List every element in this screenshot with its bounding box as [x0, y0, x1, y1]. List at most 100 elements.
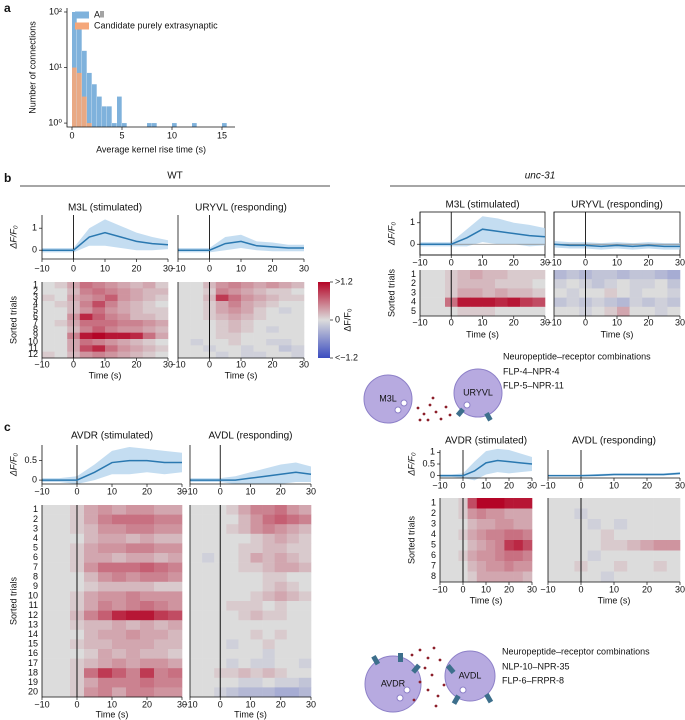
- heatmap-cell: [238, 649, 251, 659]
- x-tick-label: 10: [481, 480, 491, 490]
- bar: [97, 96, 102, 127]
- heatmap-cell: [587, 508, 602, 520]
- heatmap-cell: [604, 279, 618, 289]
- heatmap-cell: [262, 658, 275, 669]
- x-tick-label: 10: [107, 699, 117, 709]
- heatmap-cell: [112, 514, 127, 525]
- heatmap-cell: [56, 524, 71, 535]
- heatmap-cell: [600, 498, 615, 509]
- heatmap-cell: [98, 658, 113, 669]
- heatmap-cell: [274, 543, 288, 554]
- x-tick-label: 0: [218, 699, 223, 709]
- x-tick-label: −10: [170, 263, 185, 273]
- row-label: 16: [28, 648, 38, 658]
- heatmap-cell: [117, 288, 131, 295]
- heatmap-cell: [190, 553, 203, 563]
- heatmap-cell: [226, 629, 239, 640]
- heatmap-cell: [190, 572, 203, 583]
- heatmap-cell: [202, 610, 215, 621]
- heatmap-cell: [56, 629, 71, 640]
- x-tick-label: −10: [432, 584, 447, 594]
- heatmap-cell: [126, 677, 141, 688]
- pair-label: FLP-6–FRPR-8: [502, 675, 564, 685]
- bar: [222, 123, 227, 127]
- heatmap-cell: [228, 301, 242, 308]
- heatmap-cell: [142, 351, 156, 359]
- heatmap-cell: [286, 553, 300, 563]
- heatmap-cell: [56, 677, 71, 688]
- heatmap-cell: [42, 581, 57, 592]
- bar: [107, 106, 112, 127]
- heatmap-cell: [42, 514, 57, 525]
- heatmap-cell: [504, 508, 514, 520]
- heatmap-cell: [112, 649, 127, 659]
- heatmap-cell: [629, 279, 643, 289]
- receptor: [455, 407, 465, 417]
- heatmap-cell: [126, 505, 141, 515]
- heatmap-cell: [112, 639, 127, 650]
- heatmap-cell: [190, 301, 204, 308]
- heatmap-cell: [79, 288, 93, 295]
- group-label: WT: [167, 171, 183, 182]
- heatmap-cell: [504, 519, 514, 530]
- heatmap-cell: [117, 326, 131, 333]
- bar: [72, 67, 77, 127]
- heatmap-cell: [274, 533, 288, 544]
- heatmap-cell: [274, 649, 288, 659]
- heatmap-cell: [614, 571, 628, 583]
- heatmap-cell: [262, 649, 275, 659]
- diagram: AVDR AVDL Neuropeptide–receptor combinat…: [364, 646, 650, 713]
- heatmap-cell: [653, 498, 668, 509]
- heatmap-cell: [42, 649, 57, 659]
- heatmap-cell: [140, 649, 155, 659]
- heatmap-cell: [112, 543, 127, 554]
- y-axis-label: ΔF/F₀: [386, 222, 396, 247]
- heatmap-cell: [274, 572, 288, 583]
- heatmap-cell: [226, 505, 239, 515]
- heatmap-cell: [286, 572, 300, 583]
- heatmap-cell: [98, 543, 113, 554]
- heatmap-cell: [627, 508, 641, 520]
- heatmap-cell: [79, 313, 93, 321]
- heatmap-cell: [449, 508, 459, 520]
- heatmap-cell: [274, 524, 288, 535]
- y-tick-label: 0: [410, 239, 415, 249]
- heatmap-cell: [241, 288, 254, 295]
- x-tick-label: 10: [477, 257, 487, 267]
- heatmap-cell: [168, 581, 183, 592]
- heatmap-cell: [266, 326, 280, 333]
- heatmap-cell: [130, 332, 144, 340]
- heatmap-cell: [98, 620, 113, 631]
- x-tick-label: 20: [267, 263, 277, 273]
- x-tick-label: 30: [299, 359, 309, 369]
- heatmap-cell: [190, 533, 203, 544]
- heatmap-cell: [241, 313, 254, 321]
- heatmap-cell: [84, 677, 99, 688]
- heatmap-cell: [250, 687, 263, 698]
- pair-label: FLP-5–NPR-11: [503, 380, 564, 390]
- x-tick-label: 0: [218, 486, 223, 496]
- heatmap-cell: [476, 519, 487, 530]
- heatmap-cell: [56, 601, 71, 611]
- heatmap-cell: [140, 572, 155, 583]
- heatmap-cell: [266, 294, 280, 302]
- heatmap-cell: [42, 629, 57, 640]
- heatmap-cell: [126, 639, 141, 650]
- heatmap-cell: [266, 282, 280, 289]
- x-tick-label: 20: [509, 317, 519, 327]
- heatmap-cell: [112, 505, 127, 515]
- heatmap-cell: [190, 658, 203, 669]
- heatmap-cell: [291, 294, 305, 302]
- heatmap-cell: [84, 687, 99, 698]
- receptor: [371, 655, 381, 666]
- heatmap-cell: [495, 550, 505, 562]
- heatmap-cell: [142, 320, 156, 327]
- x-tick-label: 30: [163, 359, 173, 369]
- heatmap-cell: [266, 339, 280, 346]
- heatmap-cell: [112, 591, 127, 602]
- heatmap-cell: [105, 345, 118, 352]
- heatmap-cell: [486, 540, 496, 551]
- heatmap-cell: [202, 533, 215, 544]
- heatmap-cell: [614, 519, 628, 530]
- heatmap-cell: [84, 601, 99, 611]
